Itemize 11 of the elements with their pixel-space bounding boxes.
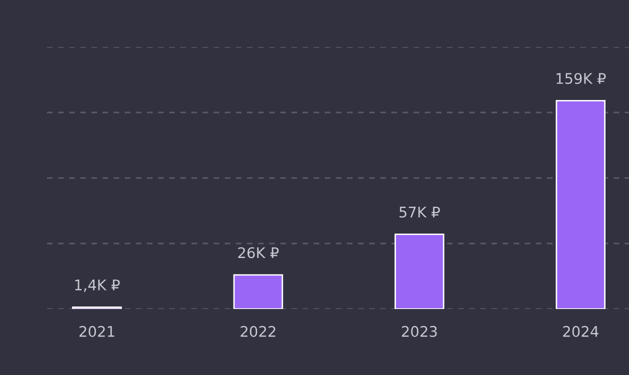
data-label: 1,4K ₽ [75,280,120,292]
x-tick-label: 2024 [563,326,598,337]
data-label: 57K ₽ [400,206,440,218]
x-tick-label: 2023 [402,326,437,337]
bar [394,234,444,309]
x-tick-label: 2021 [79,326,114,337]
data-label: 159K ₽ [556,72,606,84]
bar [233,274,284,309]
x-tick-label: 2022 [240,326,276,337]
bar [556,100,606,309]
data-label: 26K ₽ [238,247,279,258]
